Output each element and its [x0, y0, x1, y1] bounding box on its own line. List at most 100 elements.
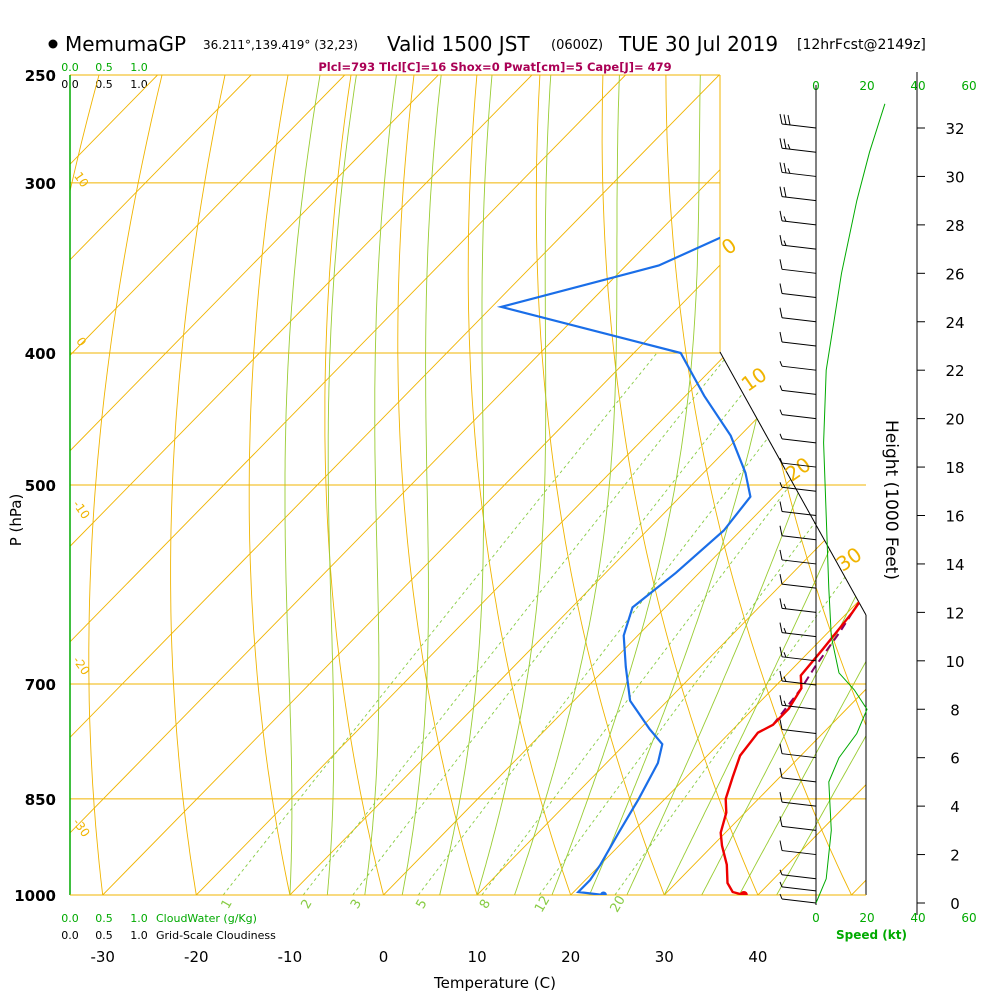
wind-barb — [780, 332, 816, 346]
dry-adiabat-line — [468, 0, 581, 924]
wind-barb — [780, 671, 816, 685]
dry-adiabat-line — [398, 0, 486, 924]
cloud-legend-top: 0.0 0.5 1.0 0.0 0.5 1.0 — [61, 61, 148, 91]
wind-barb-flag — [780, 385, 782, 390]
height-tick-label: 32 — [945, 120, 964, 138]
wind-barb-flag — [780, 695, 782, 705]
height-tick-label: 28 — [945, 217, 964, 235]
pressure-tick-label: 300 — [25, 175, 56, 193]
wind-barb-flag — [780, 792, 782, 802]
wind-barb-staff — [782, 342, 816, 346]
pressure-tick-label: 250 — [25, 67, 56, 85]
height-tick-label: 30 — [945, 168, 964, 186]
valid-time: Valid 1500 JST — [387, 32, 530, 56]
cloud-water-tick: 0.0 — [61, 912, 79, 925]
dry-adiabat-line — [728, 0, 961, 924]
wind-speed-tick: 20 — [859, 911, 874, 925]
mixing-ratio-line — [482, 353, 891, 895]
wind-barb — [780, 162, 816, 176]
mixing-ratio-line — [615, 353, 1000, 895]
wind-barb-flag — [780, 671, 782, 681]
height-tick-label: 4 — [950, 798, 960, 816]
forecast-info: [12hrFcst@2149z] — [797, 37, 926, 53]
wind-barb-staff — [782, 439, 816, 443]
wind-barb-staff — [782, 705, 816, 709]
cloud-legend-bottom: 0.0 0.5 1.0 CloudWater (g/Kg) 0.0 0.5 1.… — [61, 912, 276, 942]
wind-barb-flag — [780, 623, 782, 633]
wind-barb-staff — [782, 294, 816, 298]
dry-adiabat-line — [847, 0, 1000, 924]
cloud-water-tick: 1.0 — [130, 61, 148, 74]
stability-indices: Plcl=793 Tlcl[C]=16 Shox=0 Pwat[cm]=5 Ca… — [318, 60, 671, 74]
isotherm-line — [945, 75, 1000, 895]
wind-barb-flag — [780, 574, 782, 584]
wind-barb — [780, 870, 816, 879]
wind-barb-staff — [782, 826, 816, 830]
mixing-ratio-label: 12 — [532, 893, 553, 915]
wind-barb-staff — [782, 584, 816, 588]
wind-barb — [780, 385, 816, 394]
temperature-tick-label: 40 — [748, 948, 767, 966]
wind-barb — [780, 187, 816, 201]
temperature-tick-label: 20 — [561, 948, 580, 966]
wind-barb-flag — [784, 628, 786, 633]
mixing-ratio-label: 5 — [413, 897, 430, 912]
wind-barb-flag — [780, 361, 782, 366]
wind-barb-flag — [780, 526, 782, 536]
wind-barb-flag — [784, 115, 786, 125]
cloudiness-tick: 0.0 — [61, 929, 79, 942]
thermo-background — [0, 0, 1000, 924]
wind-barb-flag — [780, 235, 782, 245]
wind-barb-staff — [782, 536, 816, 540]
temperature-tick-label: 30 — [655, 948, 674, 966]
wind-barb — [780, 434, 816, 443]
height-tick-label: 18 — [945, 459, 964, 477]
wind-barb-staff — [782, 887, 816, 891]
height-tick-label: 8 — [950, 701, 960, 719]
height-tick-label: 14 — [945, 556, 964, 574]
wind-barb-flag — [784, 652, 786, 657]
wind-barb — [780, 719, 816, 733]
wind-barb — [780, 574, 816, 588]
dry-adiabat-line — [89, 0, 197, 924]
wind-barb-flag — [780, 187, 782, 197]
wind-barb-flag — [780, 434, 782, 439]
wind-barb-flag — [784, 604, 786, 609]
height-tick-label: 12 — [945, 604, 964, 622]
wind-barb-staff — [782, 729, 816, 733]
wind-barb — [780, 623, 816, 637]
wind-barb-staff — [782, 657, 816, 661]
wind-barb-staff — [782, 148, 816, 152]
wind-barb-flag — [780, 841, 782, 851]
mixing-ratio-label: 2 — [299, 897, 316, 912]
cloud-water-tick: 1.0 — [130, 912, 148, 925]
wind-barb-flag — [780, 259, 782, 269]
wind-barb-staff — [782, 269, 816, 273]
height-tick-label: 0 — [950, 895, 960, 913]
height-tick-label: 24 — [945, 314, 964, 332]
dry-adiabat-label: 0 — [717, 233, 741, 260]
height-tick-label: 6 — [950, 750, 960, 768]
cloudiness-label: Grid-Scale Cloudiness — [156, 929, 276, 942]
theta-label: -30 — [70, 816, 93, 840]
pressure-tick-label: 400 — [25, 345, 56, 363]
wind-barb-flag — [780, 308, 782, 318]
wind-barb — [780, 841, 816, 855]
theta-label: 0 — [73, 335, 89, 349]
wind-barb-staff — [782, 124, 816, 128]
sounding-profiles — [501, 110, 1000, 900]
temperature-tick-label: -10 — [278, 948, 303, 966]
wind-barb — [780, 259, 816, 273]
wind-barb — [780, 308, 816, 322]
wind-barb — [780, 361, 816, 370]
wind-barb-flag — [784, 241, 786, 246]
wind-barb — [780, 816, 816, 830]
wind-barb — [780, 695, 816, 709]
wind-barb-staff — [782, 778, 816, 782]
wind-barb-staff — [782, 633, 816, 637]
wind-speed-tick: 20 — [859, 79, 874, 93]
height-tick-label: 20 — [945, 411, 964, 429]
wind-barb-flag — [784, 701, 786, 706]
wind-speed-tick: 60 — [961, 79, 976, 93]
cloud-water-tick: 0.0 — [61, 61, 79, 74]
